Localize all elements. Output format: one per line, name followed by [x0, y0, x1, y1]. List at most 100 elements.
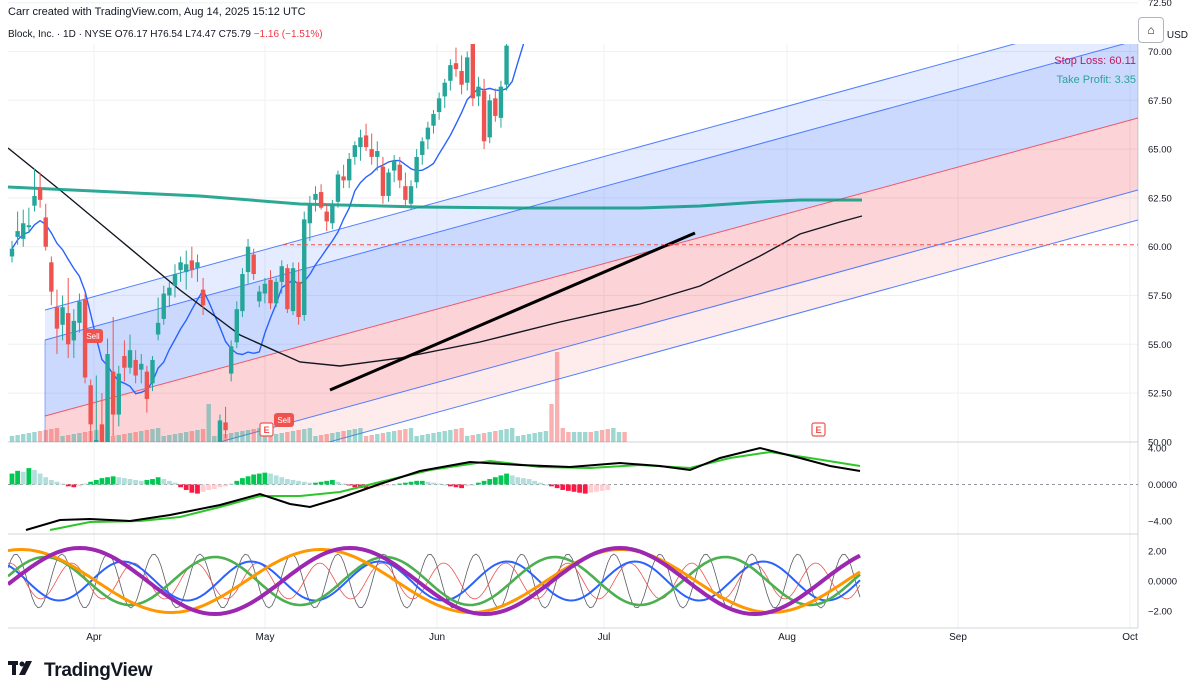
symbol-legend[interactable]: Block, Inc. · 1D · NYSE O76.17 H76.54 L7…: [8, 29, 323, 40]
chart-labels: Stop Loss: 60.11 Take Profit: 3.35 Sell Sel…: [83, 55, 1136, 437]
tradingview-brand[interactable]: TradingView: [8, 660, 153, 682]
volume-bar: [391, 431, 397, 442]
macd-histogram-bar: [324, 480, 330, 485]
macd-histogram-bar: [425, 481, 431, 485]
candle-body: [386, 172, 391, 196]
volume-bar: [127, 433, 133, 442]
currency-label[interactable]: USD: [1166, 30, 1188, 41]
volume-bar: [566, 432, 571, 442]
volume-bar: [200, 429, 206, 442]
candle-body: [414, 156, 419, 183]
macd-histogram-bar: [138, 480, 144, 485]
macd-histogram-bar: [431, 482, 436, 485]
candle-body: [397, 164, 402, 181]
macd-histogram-bar: [284, 479, 290, 485]
volume-bar: [397, 430, 402, 442]
volume-bar: [307, 428, 313, 442]
candle-body: [510, 0, 514, 30]
candle-body: [245, 246, 251, 273]
macd-histogram-bar: [380, 484, 386, 487]
volume-bar: [139, 431, 144, 442]
macd-histogram-bar: [189, 484, 195, 493]
macd-histogram-bar: [453, 484, 459, 488]
macd-histogram-bar: [144, 479, 150, 485]
time-tick-label: Apr: [86, 632, 102, 643]
volume-bar: [77, 433, 82, 442]
volume-bar: [498, 430, 504, 442]
volume-bar: [375, 434, 380, 442]
channel-line: [44, 44, 1017, 311]
candlesticks[interactable]: [9, 0, 627, 516]
symbol-name[interactable]: Block, Inc. · 1D · NYSE: [8, 29, 112, 40]
candle-body: [476, 86, 481, 97]
macd-histogram-bar: [363, 484, 369, 490]
volume-bar: [296, 430, 301, 442]
drawing-tools[interactable]: [8, 0, 1138, 392]
macd-histogram-bar: [26, 468, 32, 485]
volume-bar: [521, 435, 526, 442]
volume-bar: [66, 435, 71, 442]
lock-price-scale-icon[interactable]: ⌂: [1138, 17, 1164, 43]
macd-histogram-bar: [447, 484, 453, 487]
volume-bar: [504, 429, 509, 442]
candle-body: [139, 363, 144, 370]
time-tick-label: Oct: [1122, 632, 1138, 643]
macd-panel[interactable]: [8, 446, 1138, 531]
macd-histogram-bar: [346, 484, 352, 486]
volume-bar: [240, 431, 245, 442]
regression-channel[interactable]: [44, 10, 1138, 520]
volume-bar: [583, 432, 588, 442]
volume-bar: [223, 434, 228, 442]
volume-bar: [554, 352, 560, 442]
volume-bar: [110, 436, 116, 442]
macd-histogram-bar: [279, 477, 285, 485]
oscillator-orange: [8, 548, 861, 614]
macd-histogram-bar: [105, 477, 110, 485]
sell-signal-badge-bg: [274, 413, 294, 427]
price-tick-label: 55.00: [1148, 340, 1172, 351]
candle-body: [285, 268, 290, 310]
candle-body: [296, 281, 301, 317]
channel-upper-half: [45, 44, 1138, 416]
volume-bar: [363, 436, 369, 442]
price-tick-label: 62.50: [1148, 193, 1172, 204]
candle-body: [195, 262, 200, 269]
macd-histogram-bar: [498, 475, 504, 485]
candle-body: [207, 473, 211, 483]
macd-histogram-bar: [487, 479, 493, 485]
macd-histogram-bar: [48, 479, 54, 485]
macd-histogram-bar: [88, 481, 94, 485]
volume-bar: [60, 436, 65, 442]
volume-bar: [32, 432, 37, 442]
candle-body: [318, 192, 324, 208]
candle-body: [436, 98, 442, 113]
oscillator-panel[interactable]: [8, 545, 861, 617]
volume-bar: [228, 433, 234, 442]
channel-line: [44, 117, 1138, 417]
volume-bar: [26, 433, 32, 442]
candle-body: [110, 371, 116, 415]
volume-bar: [122, 434, 127, 442]
oscillator-tick-label: 0.0000: [1148, 577, 1177, 588]
chart-canvas[interactable]: Stop Loss: 60.11 Take Profit: 3.35 Sell Sel…: [0, 0, 1200, 650]
candle-body: [448, 65, 453, 81]
candle-body: [133, 359, 138, 376]
oscillator-tick-label: 2.00: [1148, 547, 1167, 558]
macd-histogram-bar: [71, 484, 77, 488]
channel-line: [44, 44, 1126, 341]
candle-body: [290, 268, 296, 312]
macd-histogram-bar: [397, 483, 403, 485]
macd-histogram-bar: [318, 481, 324, 485]
oscillator-tick-label: −2.00: [1148, 607, 1172, 618]
macd-histogram-bar: [414, 480, 420, 485]
macd-histogram-bar: [223, 484, 228, 487]
volume-bar: [380, 433, 386, 442]
volume-bar: [9, 436, 15, 442]
volume-bar: [144, 430, 150, 442]
macd-histogram-bar: [20, 471, 26, 485]
candle-body: [122, 356, 127, 368]
macd-histogram-bar: [543, 484, 549, 486]
candle-body: [116, 373, 121, 415]
volume-bar: [622, 432, 627, 442]
volume-bar: [268, 435, 273, 442]
